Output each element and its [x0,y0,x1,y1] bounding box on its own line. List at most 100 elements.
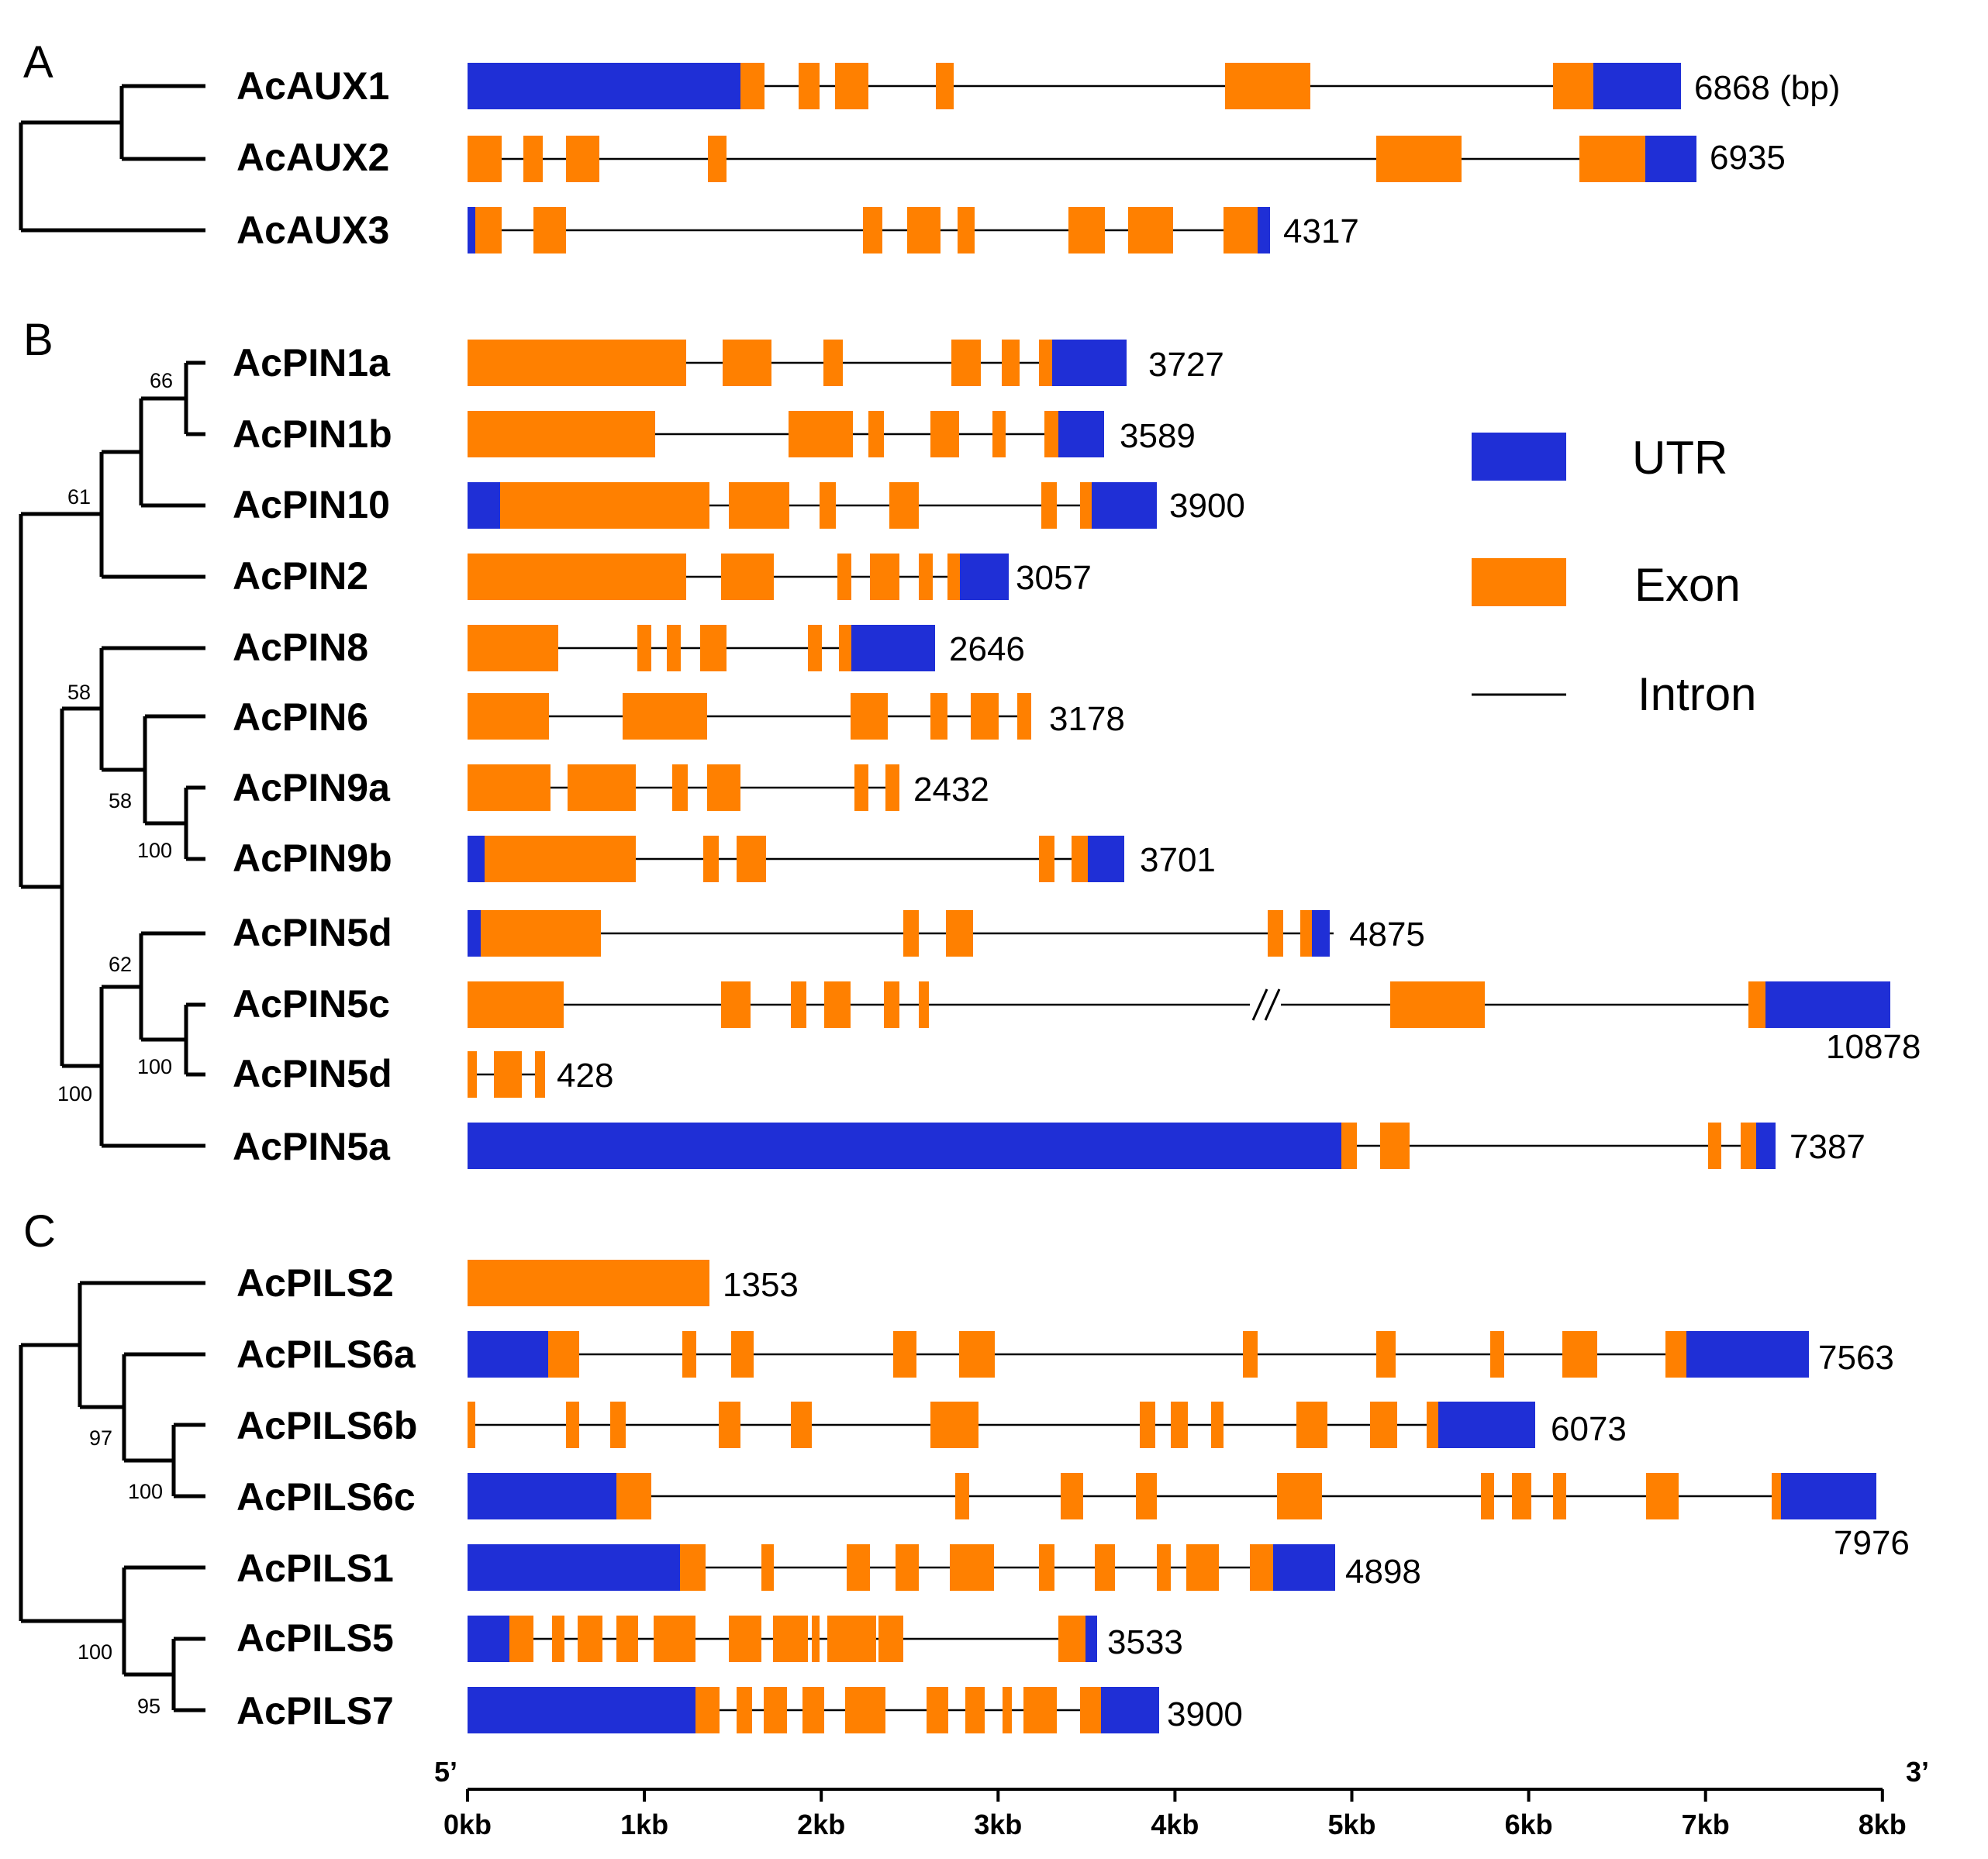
exon-block [1171,1402,1188,1448]
exon-block [1225,63,1310,109]
panel-label-b: B [23,315,53,365]
utr-block [468,207,475,254]
exon-block [533,207,566,254]
exon-block [1300,910,1312,957]
exon-block [1058,1616,1085,1662]
gene-label: AcPIN5d [233,911,392,954]
exon-block [682,1331,696,1378]
utr-block [1312,910,1330,957]
exon-block [616,1616,638,1662]
exon-block [927,1687,948,1733]
exon-block [847,1544,870,1591]
exon-block [623,693,707,740]
exon-block [1512,1473,1531,1519]
exon-block [1243,1331,1258,1378]
utr-block [1438,1402,1535,1448]
exon-block [654,1616,695,1662]
gene-length: 3178 [1049,700,1125,738]
exon-block [851,693,888,740]
exon-block [566,136,599,182]
exon-block [959,1331,995,1378]
utr-block [468,482,500,529]
bootstrap-value: 100 [128,1480,163,1503]
gene-label: AcPILS6b [236,1404,417,1447]
utr-block [1593,63,1681,109]
gene-length: 4875 [1349,916,1425,954]
exon-block [680,1544,706,1591]
exon-block [616,1473,651,1519]
axis-tick-label: 0kb [444,1809,492,1840]
exon-block [721,554,774,600]
gene-length: 6935 [1710,139,1786,177]
exon-block [930,411,959,457]
exon-block [695,1687,720,1733]
exon-block [1481,1473,1494,1519]
exon-block [863,207,882,254]
exon-block [637,625,651,671]
phylogenetic-tree-c [19,1281,205,1712]
kb-scale-axis: 0kb 1kb 2kb 3kb 4kb 5kb 6kb 7kb 8kb 5’ 3’ [434,1756,1929,1840]
exon-block [835,63,868,109]
exon-block [950,1544,994,1591]
exon-block [1140,1402,1155,1448]
utr-block [468,1544,680,1591]
exon-block [1186,1544,1219,1591]
exon-block [884,981,899,1028]
exon-block [827,1616,876,1662]
gene-label: AcAUX3 [236,209,389,252]
exon-block [568,764,636,811]
gene-length: 4898 [1345,1553,1421,1591]
legend: UTR Exon Intron [1472,432,1756,720]
utr-block [1052,340,1127,386]
exon-block [1003,1687,1012,1733]
gene-length-labels: 6868 (bp) 6935 4317 3727 3589 3900 3057 … [557,69,1921,1733]
gene-label: AcPIN6 [233,695,368,739]
gene-labels: AcAUX1 AcAUX2 AcAUX3 AcPIN1a AcPIN1b AcP… [233,64,417,1733]
utr-block [851,625,935,671]
exon-block [468,693,549,740]
gene-label: AcPIN9b [233,836,392,880]
bootstrap-values: 66 61 58 58 100 62 100 100 97 100 100 95 [57,369,173,1718]
legend-intron-label: Intron [1638,668,1756,720]
unit-label: (bp) [1779,69,1840,107]
exon-block [552,1616,564,1662]
gene-length: 3533 [1107,1623,1183,1661]
gene-length: 3900 [1169,487,1245,525]
exon-block [946,910,973,957]
exon-block [1157,1544,1171,1591]
exon-block [854,764,868,811]
bootstrap-value: 100 [137,839,172,862]
exon-block [707,764,740,811]
exon-block [837,554,851,600]
exon-block [1341,1123,1357,1169]
exon-block [494,1051,522,1098]
bootstrap-value: 95 [137,1695,160,1718]
utr-block [1765,981,1890,1028]
exon-block [1553,1473,1566,1519]
exon-block [885,764,899,811]
utr-block [1085,1616,1097,1662]
gene-length: 428 [557,1057,613,1095]
bootstrap-value: 61 [67,485,91,509]
utr-block [468,1687,695,1733]
utr-block [468,1331,548,1378]
exon-block [468,411,655,457]
gene-label: AcPIN1a [233,341,391,385]
exon-block [700,625,727,671]
exon-block [1376,136,1462,182]
exon-block [672,764,688,811]
exon-block [509,1616,533,1662]
legend-utr-swatch [1472,433,1566,481]
exon-block [919,981,929,1028]
exon-block [1080,1687,1101,1733]
exon-block [1250,1544,1273,1591]
gene-label: AcPIN8 [233,626,368,669]
utr-block [1273,1544,1335,1591]
exon-block [1277,1473,1322,1519]
exon-block [708,136,727,182]
exon-block [1490,1331,1504,1378]
axis-tick-label: 6kb [1505,1809,1553,1840]
exon-block [1553,63,1593,109]
gene-structures [468,63,1890,1733]
exon-block [1080,482,1092,529]
